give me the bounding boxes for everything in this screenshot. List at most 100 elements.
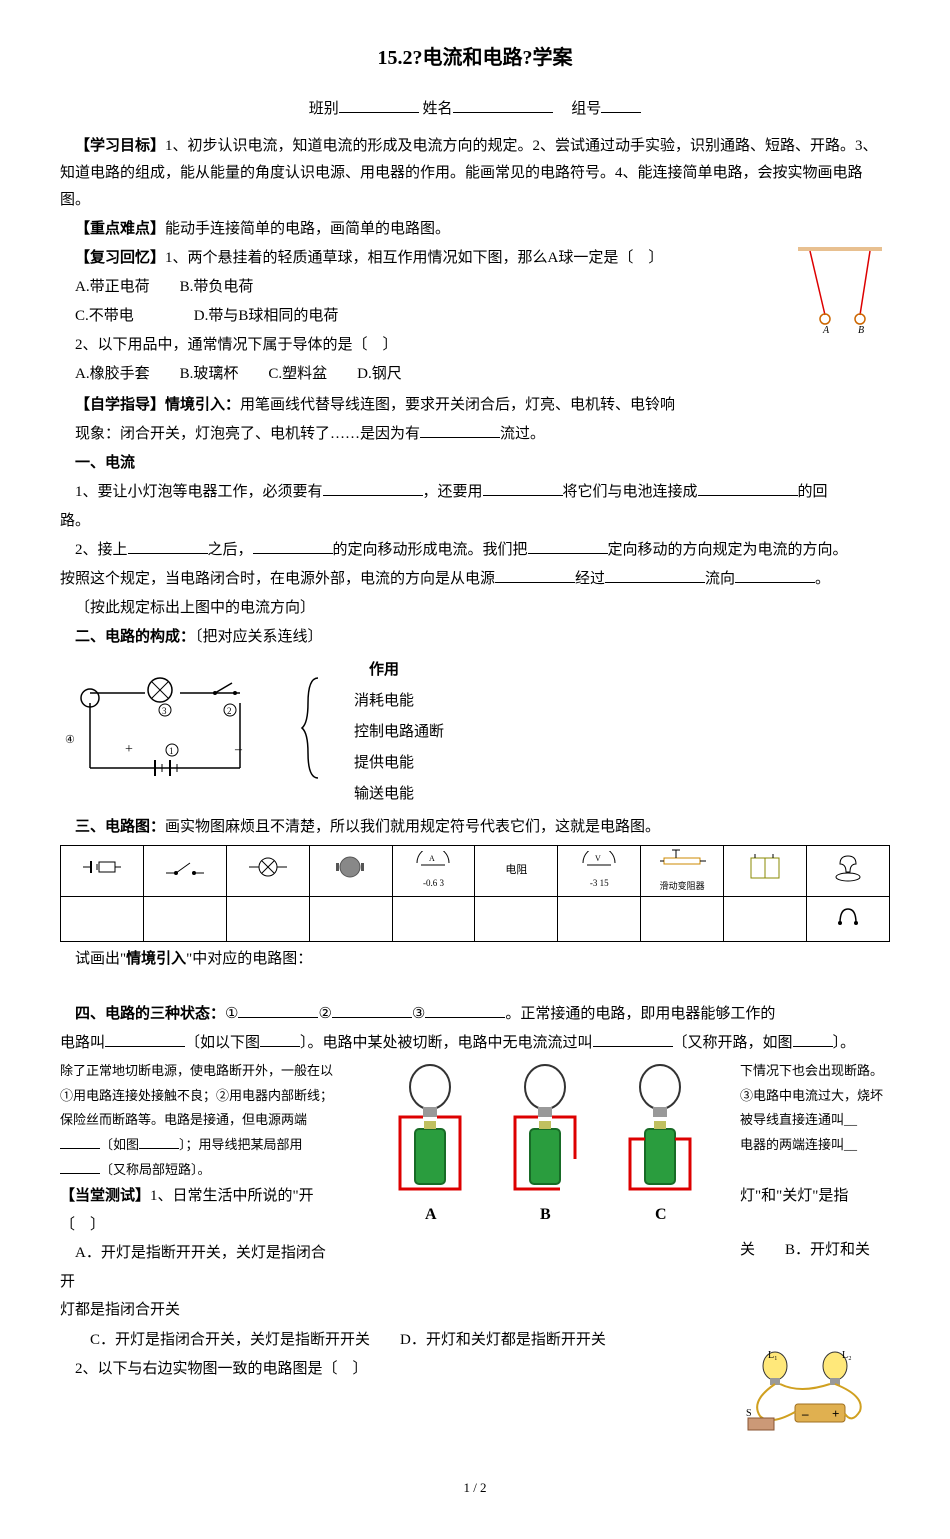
selfguide-label: 【自学指导】情境引入： — [75, 397, 240, 413]
goals: 【学习目标】1、初步认识电流，知道电流的形成及电流方向的规定。2、尝试通过动手实… — [60, 133, 890, 214]
svg-text:A: A — [429, 854, 435, 863]
sym-cell: 滑动变阻器 — [641, 846, 724, 897]
sg-2a: 现象：闭合开关，灯泡亮了、电机转了……是因为有 — [75, 426, 420, 442]
tq1D: D．开灯和关灯都是指断开开关 — [400, 1332, 606, 1348]
sym-cell — [807, 846, 890, 897]
doc-title: 15.2?电流和电路?学案 — [60, 40, 890, 76]
states-columns: 除了正常地切断电源，使电路断开外，一般在以 ①用电路连接处接触不良；②用电器内部… — [60, 1059, 890, 1325]
selfguide: 【自学指导】情境引入：用笔画线代替导线连图，要求开关闭合后，灯亮、电机转、电铃响 — [60, 392, 890, 419]
sym-cell — [807, 896, 890, 941]
circuit-diagram: 3 2 1 ④ – + — [60, 668, 270, 798]
s1p3a: 按照这个规定，当电路闭合时，在电源外部，电流的方向是从电源 — [60, 571, 495, 587]
svg-text:+: + — [832, 1406, 839, 1421]
sym-cell — [558, 896, 641, 941]
s1-heading: 一、电流 — [60, 450, 890, 477]
tq1b: 〔 〕 — [60, 1211, 340, 1240]
review-q1-text: 1、两个悬挂着的轻质通草球，相互作用情况如下图，那么A球一定是〔 〕 — [165, 250, 663, 266]
s3-t: 画实物图麻烦且不清楚，所以我们就用规定符号代表它们，这就是电路图。 — [165, 819, 660, 835]
s4t5e: 〕。 — [833, 1035, 856, 1051]
s4-heading: 四、电路的三种状态：①②③。正常接通的电路，即用电器能够工作的 — [60, 1001, 890, 1028]
selfguide-t1: 用笔画线代替导线连图，要求开关闭合后，灯亮、电机转、电铃响 — [240, 397, 675, 413]
s4t2: ② — [318, 1006, 331, 1022]
bottom-figure: L₁ L₂ – + S — [720, 1346, 890, 1456]
svg-text:C: C — [655, 1206, 667, 1223]
svg-text:B: B — [540, 1206, 551, 1223]
svg-text:3: 3 — [162, 706, 167, 716]
svg-text:2: 2 — [227, 706, 232, 716]
s4t5d: 〔又称开路，如图 — [673, 1035, 793, 1051]
states-figure: A B — [348, 1059, 732, 1239]
action-item: 提供电能 — [354, 750, 444, 777]
s3-heading: 三、电路图：画实物图麻烦且不清楚，所以我们就用规定符号代表它们，这就是电路图。 — [60, 814, 890, 841]
s1p2a: 2、接上 — [75, 542, 128, 558]
review-label: 【复习回忆】 — [75, 250, 165, 266]
sym-lbl: 滑动变阻器 — [643, 878, 721, 894]
tq1br: 灯"和"关灯"是指 — [740, 1182, 890, 1211]
opt-d: D.钢尺 — [357, 366, 402, 382]
sym-cell — [61, 846, 144, 897]
sym-cell — [61, 896, 144, 941]
sym-cell — [475, 896, 558, 941]
goals-text: 1、初步认识电流，知道电流的形成及电流方向的规定。2、尝试通过动手实验，识别通路… — [60, 138, 878, 208]
name-label: 姓名 — [422, 101, 452, 117]
table-row: A-0.6 3 电阻 V-3 15 滑动变阻器 — [61, 846, 890, 897]
svg-text:–: – — [234, 742, 243, 757]
action-item: 控制电路通断 — [354, 719, 444, 746]
symbol-table: A-0.6 3 电阻 V-3 15 滑动变阻器 — [60, 845, 890, 942]
s1p3d: 。 — [815, 571, 830, 587]
s4t7a: ①用电路连接处接触不良；②用电器内部断线； — [60, 1084, 340, 1109]
s3-after: 试画出"情境引入"中对应的电路图： — [60, 946, 890, 973]
sym-cell — [724, 846, 807, 897]
s4t10: 〔又称局部短路〕。 — [100, 1162, 211, 1177]
svg-text:L₁: L₁ — [768, 1350, 778, 1361]
composition-row: 3 2 1 ④ – + 作用 消耗电能 控制电路通断 提供电能 输送电能 — [60, 657, 890, 808]
s4-l9: 〔如图〕；用导线把某局部用 — [60, 1133, 340, 1158]
tq1C: C．开灯是指闭合开关，关灯是指断开开关 — [90, 1332, 370, 1348]
header-line: 班别 姓名 组号 — [60, 96, 890, 123]
tq1B: B．开灯和关 — [785, 1242, 870, 1258]
selfguide-2: 现象：闭合开关，灯泡亮了、电机转了……是因为有流过。 — [60, 421, 890, 448]
s4t8a: 保险丝而断路等。电路是接通，但电源两端 — [60, 1108, 340, 1133]
s4-l10: 〔又称局部短路〕。 — [60, 1158, 340, 1183]
keypoint-label: 【重点难点】 — [75, 221, 165, 237]
s1p2d: 定向移动的方向规定为电流的方向。 — [608, 542, 848, 558]
s4t8b: 被导线直接连通叫__ — [740, 1108, 890, 1133]
s3-aft: 试画出" — [75, 951, 126, 967]
goals-label: 【学习目标】 — [75, 138, 165, 154]
s1p3c: 流向 — [705, 571, 735, 587]
s3-h: 三、电路图： — [75, 819, 165, 835]
review-q2-opts: A.橡胶手套 B.玻璃杯 C.塑料盆 D.钢尺 — [60, 361, 890, 388]
s1-p2: 2、接上之后，的定向移动形成电流。我们把定向移动的方向规定为电流的方向。 — [60, 537, 890, 564]
svg-text:L₂: L₂ — [842, 1350, 852, 1361]
s3-aft-b: 情境引入 — [126, 951, 186, 967]
tq1A2B: 关 B．开灯和关 — [740, 1236, 890, 1265]
s4-l2: 电路叫〔如以下图〕。电路中某处被切断，电路中无电流流过叫〔又称开路，如图〕。 — [60, 1030, 890, 1057]
s4t6b: 下情况下也会出现断路。 — [740, 1059, 890, 1084]
svg-text:S: S — [746, 1408, 752, 1419]
s4t9c: 电器的两端连接叫__ — [740, 1133, 890, 1158]
opt-a: A.橡胶手套 — [75, 366, 150, 382]
sym-cell — [143, 896, 226, 941]
s1p2b: 之后， — [208, 542, 253, 558]
s2-h: 二、电路的构成： — [75, 629, 195, 645]
s3-aft2: "中对应的电路图： — [186, 951, 312, 967]
svg-text:A: A — [822, 325, 830, 335]
s1p3b: 经过 — [575, 571, 605, 587]
s4t9b: 〕；用导线把某局部用 — [179, 1137, 303, 1152]
s2-note: 〔把对应关系连线〕 — [195, 629, 323, 645]
s4t3: ③ — [412, 1006, 425, 1022]
brace — [300, 673, 324, 793]
s1p1a: 1、要让小灯泡等电器工作，必须要有 — [75, 484, 323, 500]
sym-cell — [309, 846, 392, 897]
review-q2: 2、以下用品中，通常情况下属于导体的是〔 〕 — [60, 332, 890, 359]
s4t1: ① — [225, 1006, 238, 1022]
opt-c: C.不带电 — [75, 308, 134, 324]
s4t4: 。正常接通的电路，即用电器能够工作的 — [505, 1006, 775, 1022]
svg-text:+: + — [125, 742, 133, 757]
states-left-col: 除了正常地切断电源，使电路断开外，一般在以 ①用电路连接处接触不良；②用电器内部… — [60, 1059, 340, 1325]
opt-b: B.带负电荷 — [180, 279, 254, 295]
review-q1-opts-ab: A.带正电荷 B.带负电荷 — [60, 274, 890, 301]
s4t5c: 〕。电路中某处被切断，电路中无电流流过叫 — [300, 1035, 593, 1051]
page-number: 1 / 2 — [60, 1476, 890, 1499]
s1p1d: 的回 — [798, 484, 828, 500]
